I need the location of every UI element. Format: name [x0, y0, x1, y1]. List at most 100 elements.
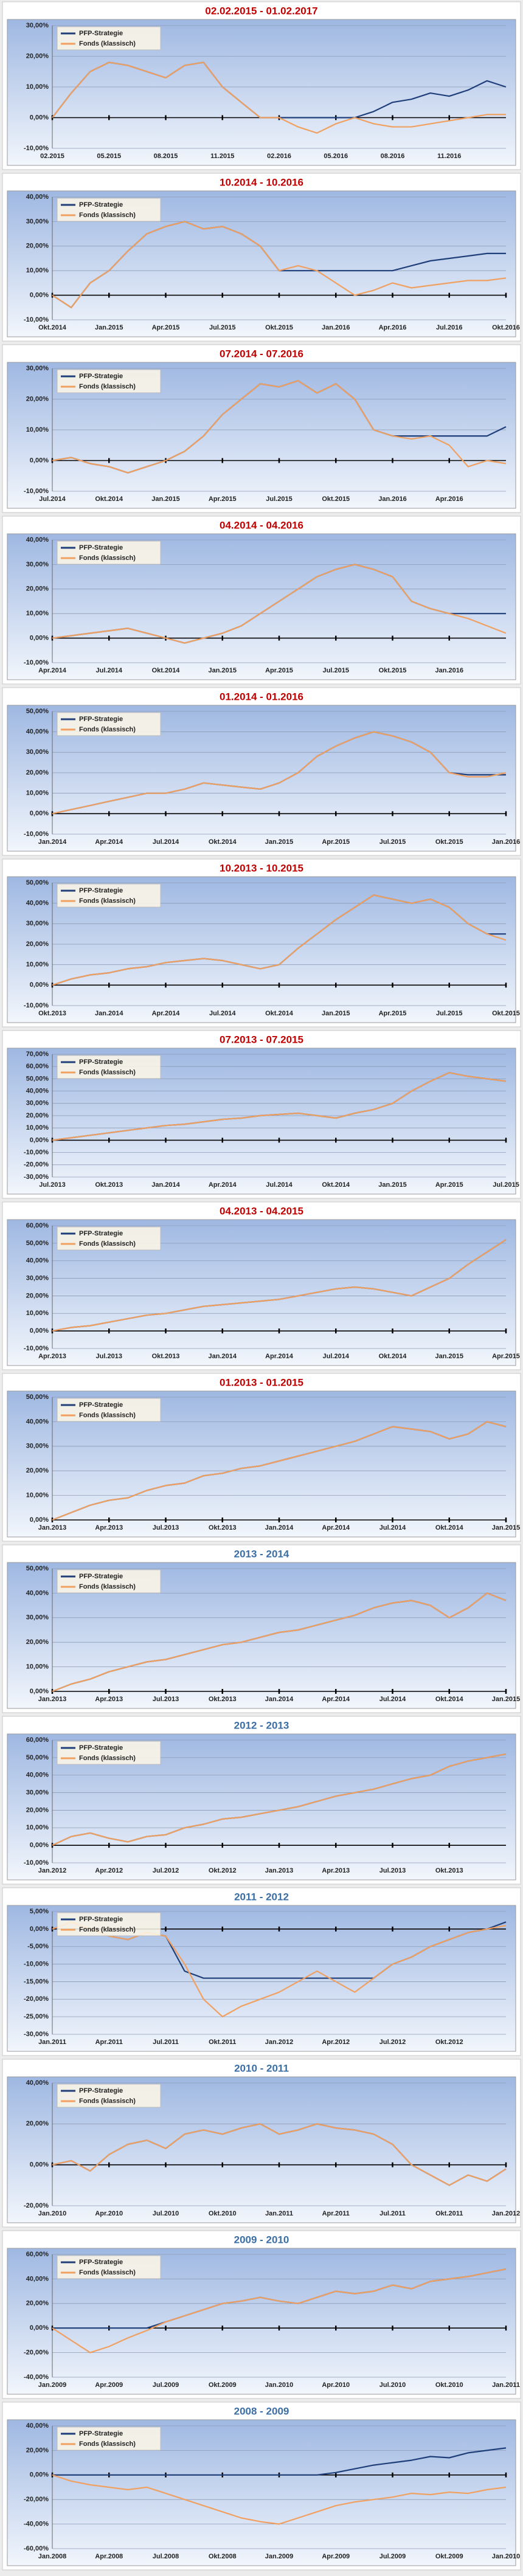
y-tick-label: 0,00% [30, 2324, 49, 2332]
y-tick-label: 30,00% [26, 1789, 49, 1796]
x-tick-label: Okt.2013 [38, 1010, 66, 1017]
x-tick-label: 05.2016 [324, 153, 348, 160]
x-tick-label: Jul.2008 [153, 2553, 179, 2560]
y-tick-label: -40,00% [24, 2374, 49, 2381]
x-tick-label: Okt.2015 [322, 496, 350, 503]
x-tick-label: Jan.2016 [435, 667, 463, 674]
legend-label: PFP-Strategie [79, 373, 123, 380]
x-tick-label: Jul.2010 [379, 2381, 406, 2389]
y-tick-label: 10,00% [26, 267, 49, 274]
y-tick-label: 20,00% [26, 769, 49, 776]
x-tick-label: Jul.2013 [96, 1353, 122, 1360]
x-tick-label: Apr.2014 [322, 1524, 350, 1531]
legend-label: PFP-Strategie [79, 30, 123, 37]
y-tick-label: 0,00% [30, 635, 49, 642]
y-tick-label: 30,00% [26, 1614, 49, 1621]
chart-title: 2013 - 2014 [234, 1548, 289, 1559]
y-tick-label: -25,00% [24, 2013, 49, 2020]
y-tick-label: 40,00% [26, 2422, 49, 2429]
y-tick-label: 30,00% [26, 561, 49, 568]
x-tick-label: Jan.2016 [492, 838, 520, 846]
y-tick-label: 40,00% [26, 536, 49, 544]
x-tick-label: Jul.2009 [153, 2381, 179, 2389]
y-tick-label: -20,00% [24, 2202, 49, 2209]
y-tick-label: 50,00% [26, 1754, 49, 1761]
legend-label: Fonds (klassisch) [79, 1069, 136, 1076]
x-tick-label: Jan.2010 [38, 2210, 66, 2217]
chart-panel: 04.2014 - 04.2016 40,00% 30,00% 20,00% 10,00… [2, 516, 521, 685]
x-tick-label: Apr.2012 [95, 1867, 123, 1874]
x-tick-label: Jan.2015 [492, 1696, 520, 1703]
y-tick-label: 30,00% [26, 748, 49, 756]
series-line [52, 61, 506, 134]
y-tick-label: -10,00% [24, 488, 49, 495]
y-tick-label: 0,00% [30, 1842, 49, 1849]
y-tick-label: -20,00% [24, 1995, 49, 2003]
y-tick-label: 70,00% [26, 1051, 49, 1058]
y-tick-label: 50,00% [26, 1075, 49, 1082]
y-tick-label: 0,00% [30, 1688, 49, 1695]
series-line [52, 2447, 507, 2476]
x-tick-label: Jan.2011 [38, 2039, 66, 2046]
x-tick-label: Jan.2015 [378, 1181, 406, 1189]
y-tick-label: 10,00% [26, 961, 49, 969]
x-tick-label: Okt.2015 [379, 667, 407, 674]
x-tick-label: Jul.2012 [379, 2039, 406, 2046]
x-tick-label: Apr.2014 [322, 1696, 350, 1703]
x-tick-label: Apr.2015 [492, 1353, 520, 1360]
y-tick-label: 10,00% [26, 83, 49, 91]
y-tick-label: 30,00% [26, 1443, 49, 1450]
x-tick-label: Okt.2016 [492, 324, 520, 331]
legend-label: Fonds (klassisch) [79, 212, 136, 219]
y-tick-label: 40,00% [26, 1772, 49, 1779]
y-tick-label: 20,00% [26, 585, 49, 593]
y-tick-label: -30,00% [24, 1173, 49, 1181]
x-tick-label: Jan.2016 [378, 496, 406, 503]
chart-title: 10.2013 - 10.2015 [220, 862, 303, 874]
legend-box [57, 1398, 161, 1422]
y-tick-label: 20,00% [26, 1467, 49, 1474]
x-tick-label: Jul.2015 [266, 496, 292, 503]
series-line [52, 731, 507, 815]
x-tick-label: Jul.2015 [209, 324, 235, 331]
legend-box [57, 2255, 161, 2279]
legend-label: Fonds (klassisch) [79, 2098, 136, 2105]
x-tick-label: Jan.2015 [209, 667, 237, 674]
legend-box [57, 1741, 161, 1765]
chart-panel: 04.2013 - 04.2015 60,00% 50,00% 40,00% 30,00… [2, 1201, 521, 1370]
x-tick-label: Okt.2015 [492, 1010, 520, 1017]
legend-box [57, 1055, 161, 1079]
x-tick-label: Jul.2013 [39, 1181, 65, 1189]
x-tick-label: Jul.2014 [39, 496, 66, 503]
chart-title: 2009 - 2010 [234, 2234, 289, 2245]
y-tick-label: -5,00% [27, 1943, 49, 1950]
x-tick-label: Jan.2015 [322, 1010, 350, 1017]
y-tick-label: 60,00% [26, 1063, 49, 1070]
x-tick-label: Apr.2009 [95, 2381, 123, 2389]
legend-box [57, 712, 161, 736]
x-tick-label: Okt.2011 [435, 2210, 463, 2217]
y-tick-label: 40,00% [26, 2079, 49, 2087]
x-tick-label: 05.2015 [97, 153, 121, 160]
legend-box [57, 1226, 161, 1251]
series-line [52, 1239, 507, 1332]
series-line [52, 894, 507, 986]
y-tick-label: 0,00% [30, 2161, 49, 2169]
y-tick-label: 20,00% [26, 1638, 49, 1646]
x-tick-label: Okt.2013 [209, 1696, 237, 1703]
x-tick-label: 11.2015 [210, 153, 234, 160]
chart-panel: 10.2013 - 10.2015 50,00% 40,00% 30,00% 20,00… [2, 858, 521, 1027]
y-tick-label: 0,00% [30, 981, 49, 989]
y-tick-label: 40,00% [26, 1088, 49, 1095]
y-tick-label: -40,00% [24, 2521, 49, 2528]
y-tick-label: -10,00% [24, 830, 49, 838]
y-tick-label: 40,00% [26, 1589, 49, 1597]
x-tick-label: Apr.2015 [435, 1181, 463, 1189]
x-tick-label: Okt.2014 [95, 496, 123, 503]
chart-panel: 01.2014 - 01.2016 50,00% 40,00% 30,00% 20,00… [2, 687, 521, 856]
x-tick-label: Jan.2014 [95, 1010, 123, 1017]
chart-panel: 01.2013 - 01.2015 50,00% 40,00% 30,00% 20,00… [2, 1373, 521, 1542]
series-line [52, 564, 507, 644]
legend-box [57, 1569, 161, 1594]
x-tick-label: Apr.2011 [95, 2039, 123, 2046]
